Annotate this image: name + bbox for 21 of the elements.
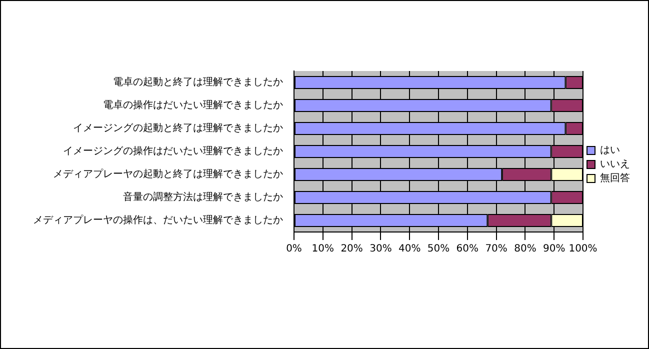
y-tick-label: 電卓の起動と終了は理解できましたか	[113, 76, 283, 88]
y-tick-label: メディアプレーヤの操作は、だいたい理解できましたか	[33, 214, 283, 226]
x-tick-label: 100%	[568, 244, 598, 255]
x-tick-label: 80%	[514, 244, 536, 255]
x-tick-label: 50%	[427, 244, 450, 255]
legend-label: 無回答	[600, 172, 630, 184]
y-tick-label: 音量の調整方法は理解できましたか	[123, 191, 283, 204]
legend-label: いいえ	[600, 159, 630, 170]
x-tick-label: 70%	[485, 244, 508, 255]
y-tick-label: 電卓の操作はだいたい理解できましたか	[103, 99, 283, 112]
x-tick-label: 40%	[398, 244, 421, 255]
y-tick-label: イメージングの操作はだいたい理解できましたか	[63, 145, 283, 158]
x-tick-label: 60%	[456, 244, 479, 255]
x-tick-label: 20%	[340, 244, 363, 255]
legend-label: はい	[600, 145, 620, 156]
x-tick-label: 0%	[286, 244, 302, 255]
x-tick-label: 30%	[370, 244, 392, 255]
x-tick-label: 10%	[312, 244, 334, 255]
y-tick-label: メディアプレーヤの起動と終了は理解できましたか	[53, 168, 283, 180]
y-tick-label: イメージングの起動と終了は理解できましたか	[73, 122, 283, 134]
x-tick-label: 90%	[542, 244, 566, 255]
